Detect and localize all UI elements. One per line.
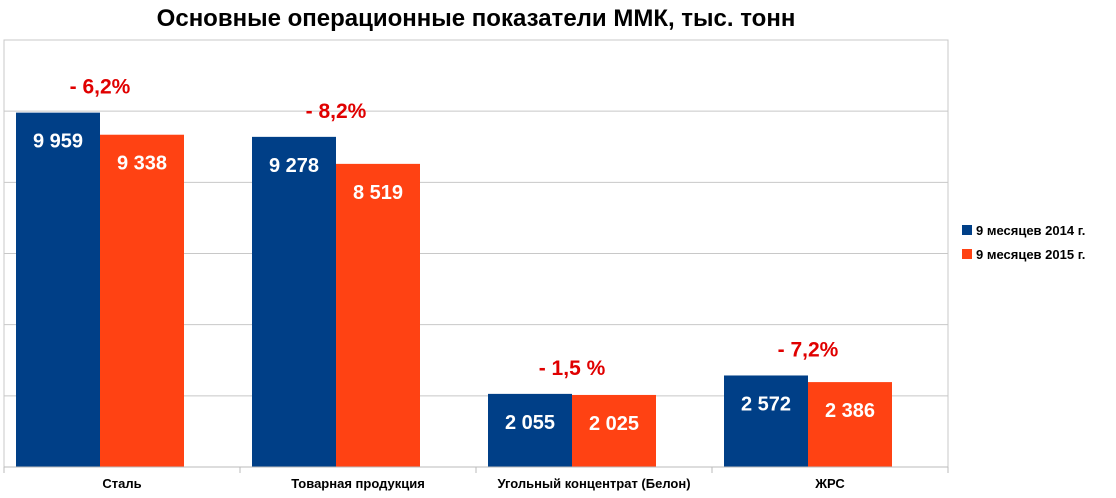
change-label: - 8,2% — [306, 100, 367, 123]
change-label: - 7,2% — [778, 338, 839, 361]
x-axis: Сталь Товарная продукция Угольный концентр… — [3, 466, 949, 491]
legend-swatch-2015 — [962, 249, 972, 259]
chart-title: Основные операционные показатели ММК, ты… — [157, 5, 796, 32]
legend-label: 9 месяцев 2014 г. — [976, 223, 1085, 238]
legend-swatch-2014 — [962, 225, 972, 235]
bar-2014 — [252, 136, 336, 467]
bar-value-label: 2 386 — [825, 400, 875, 422]
bar-value-label: 9 278 — [269, 155, 319, 177]
change-label: - 6,2% — [70, 76, 131, 99]
bar-2014 — [16, 112, 100, 467]
change-label: - 1,5 % — [539, 357, 606, 380]
bar-2014 — [488, 393, 572, 467]
legend: 9 месяцев 2014 г. 9 месяцев 2015 г. — [962, 223, 1085, 262]
bar-value-label: 9 338 — [117, 153, 167, 175]
category-label: Сталь — [102, 476, 141, 491]
category-label: Угольный концентрат (Белон) — [497, 476, 690, 491]
bar-2014 — [724, 375, 808, 467]
category-label: ЖРС — [814, 476, 845, 491]
bar-value-label: 9 959 — [33, 131, 83, 153]
category-label: Товарная продукция — [291, 476, 425, 491]
bar-2015 — [336, 163, 420, 467]
bar-value-label: 8 519 — [353, 182, 403, 204]
bar-2015 — [808, 382, 892, 467]
bar-value-label: 2 025 — [589, 413, 639, 435]
bar-value-label: 2 055 — [505, 412, 555, 434]
bar-2015 — [100, 134, 184, 467]
bar-value-label: 2 572 — [741, 393, 791, 415]
bars-layer: 9 959 9 338 - 6,2% 9 278 8 519 - 8,2% 2 055 2 0… — [16, 76, 892, 467]
legend-label: 9 месяцев 2015 г. — [976, 247, 1085, 262]
bar-2015 — [572, 394, 656, 467]
